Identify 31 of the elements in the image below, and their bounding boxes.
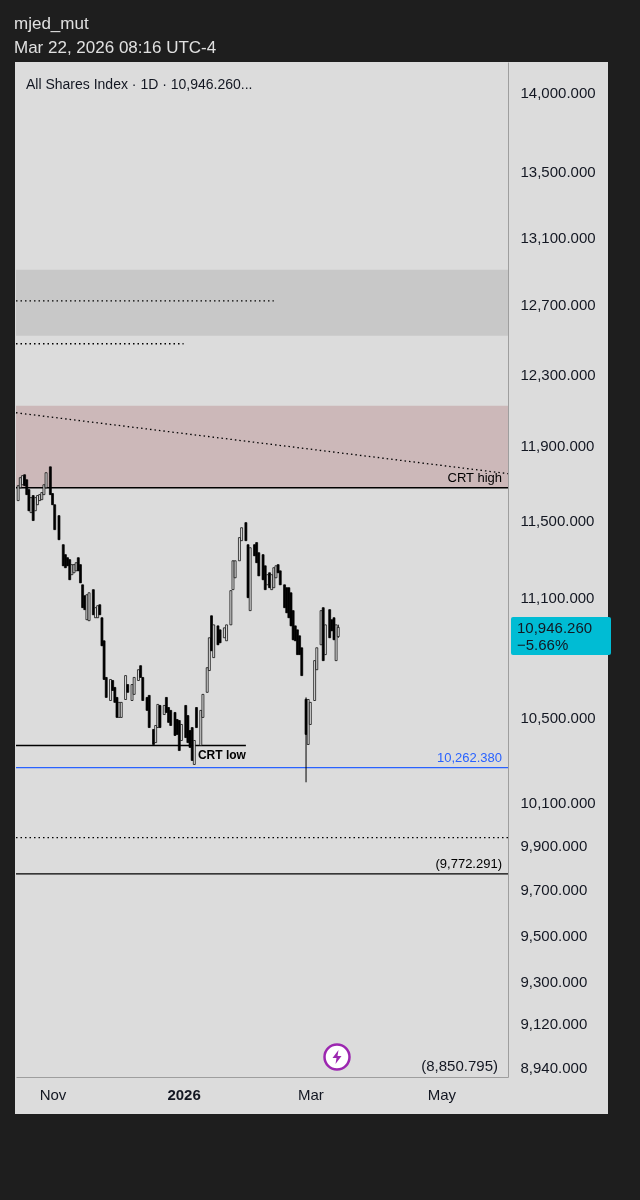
annotation: (8,850.795) xyxy=(420,1057,498,1074)
text: 10,946.260 xyxy=(517,619,594,637)
ref-line-label: CRT high xyxy=(447,469,502,485)
x-tick-label: May xyxy=(427,1085,457,1103)
y-tick-label: 9,300.000 xyxy=(520,972,588,990)
x-tick-label: Mar xyxy=(297,1085,324,1103)
x-tick-label: 2026 xyxy=(167,1085,201,1103)
y-tick-label: 13,500.000 xyxy=(520,163,596,181)
candlestick xyxy=(244,522,248,542)
y-tick-label: 12,300.000 xyxy=(520,365,596,383)
y-tick-label: 14,000.000 xyxy=(520,84,596,102)
y-tick-label: 8,940.000 xyxy=(520,1058,588,1076)
y-tick-label: 9,500.000 xyxy=(520,926,588,944)
series-label: CRT low xyxy=(197,747,247,762)
y-tick-label: 13,100.000 xyxy=(520,228,596,246)
text: −5.66% xyxy=(517,636,570,654)
y-tick-label: 11,500.000 xyxy=(520,511,595,529)
y-tick-label: 11,900.000 xyxy=(520,437,595,455)
y-tick-label: 10,100.000 xyxy=(520,793,596,811)
y-tick-label: 9,900.000 xyxy=(520,837,588,855)
x-tick-label: Nov xyxy=(39,1085,67,1103)
text: mjed_mut xyxy=(14,13,90,35)
y-tick-label: 9,120.000 xyxy=(520,1015,588,1033)
y-tick-label: 11,100.000 xyxy=(520,588,595,606)
ref-line-label: (9,772.291) xyxy=(435,855,502,871)
y-tick-label: 9,700.000 xyxy=(520,881,588,899)
y-tick-label: 10,500.000 xyxy=(520,709,596,727)
ref-line-label: 10,262.380 xyxy=(436,749,502,765)
text: Mar 22, 2026 08:16 UTC-4 xyxy=(14,37,217,59)
text: All Shares Index · 1D · 10,946.260... xyxy=(26,76,253,92)
y-tick-label: 12,700.000 xyxy=(520,296,596,314)
